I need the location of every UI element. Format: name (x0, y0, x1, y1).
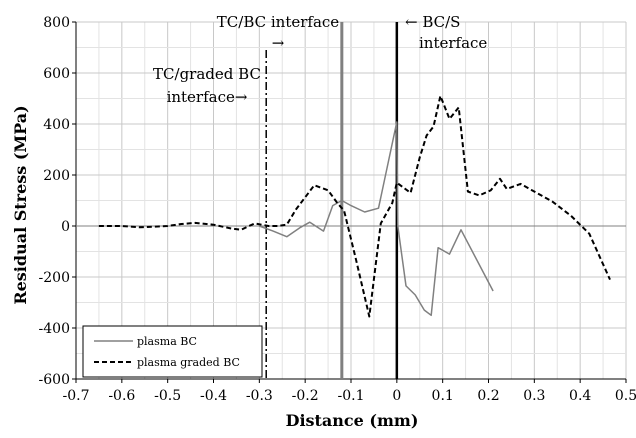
y-tick-label: 200 (43, 168, 70, 184)
y-tick-label: -400 (39, 321, 70, 337)
series-lines (98, 94, 611, 318)
x-tick-label: -0.7 (63, 388, 90, 404)
series-line-plasma-graded-bc (98, 94, 611, 318)
x-tick-label: -0.3 (246, 388, 273, 404)
y-tick-label: 0 (61, 219, 70, 235)
y-tick-label: -600 (39, 372, 70, 388)
y-tick-label: 400 (43, 117, 70, 133)
y-tick-label: 800 (43, 15, 70, 31)
legend-label-plasma-graded-bc: plasma graded BC (137, 356, 240, 369)
x-tick-label: 0.4 (569, 388, 591, 404)
x-tick-label: -0.6 (108, 388, 135, 404)
legend-label-plasma-bc: plasma BC (137, 335, 197, 348)
x-tick-label: -0.2 (292, 388, 319, 404)
legend: plasma BC plasma graded BC (82, 325, 263, 378)
y-tick-label: 600 (43, 66, 70, 82)
tc-bc-annotation-line1: TC/BC interface (217, 13, 340, 31)
x-tick-label: -0.4 (200, 388, 227, 404)
tc-graded-annotation-line1: TC/graded BC (153, 65, 261, 83)
series-line-plasma-bc (259, 121, 494, 317)
x-tick-label: 0 (392, 388, 401, 404)
x-tick-label: 0.5 (615, 388, 636, 404)
x-axis-title: Distance (mm) (286, 411, 419, 430)
y-axis-title: Residual Stress (MPa) (11, 105, 30, 304)
x-tick-label: -0.5 (154, 388, 181, 404)
bcs-annotation-line2: interface (419, 34, 487, 52)
legend-box (82, 325, 263, 378)
x-tick-label: 0.1 (432, 388, 454, 404)
x-tick-label: 0.2 (477, 388, 499, 404)
tc-graded-annotation-line2: interface→ (167, 88, 248, 106)
tick-labels: -0.7 -0.6 -0.5 -0.4 -0.3 -0.2 -0.1 0 0.1 0.2 0.3 0.… (39, 15, 636, 404)
tc-bc-annotation-line2: → (272, 34, 285, 52)
y-tick-label: -200 (39, 270, 70, 286)
x-tick-label: -0.1 (338, 388, 365, 404)
grid (75, 21, 627, 380)
bcs-annotation-line1: ← BC/S (405, 13, 460, 31)
x-tick-label: 0.3 (523, 388, 545, 404)
